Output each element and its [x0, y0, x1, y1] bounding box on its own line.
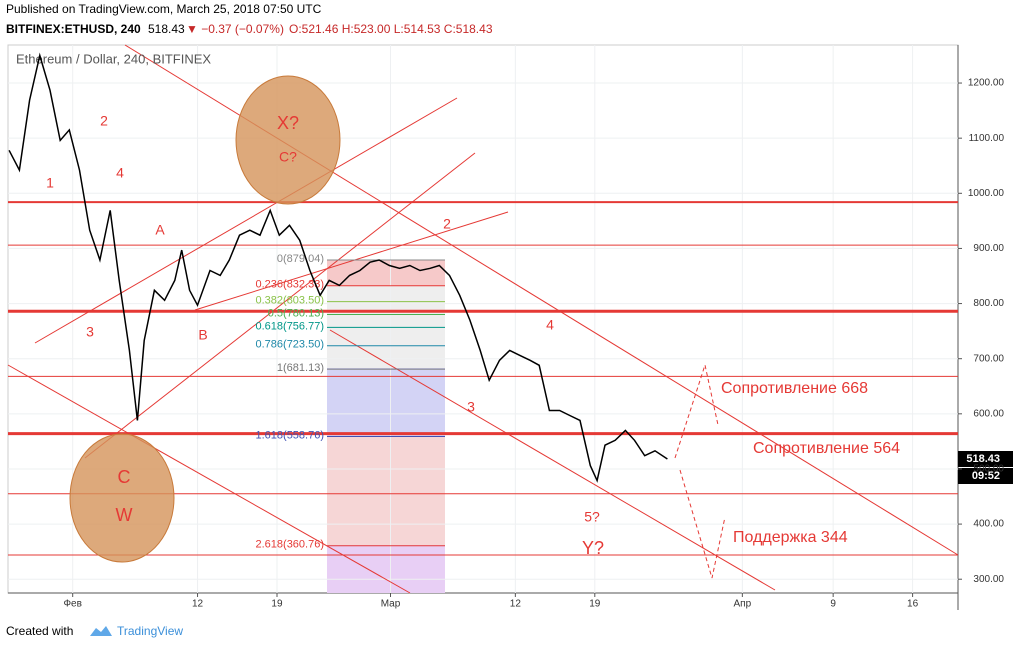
last: 518.43 [148, 22, 185, 36]
series [8, 52, 668, 483]
price-line [8, 52, 668, 483]
y-tick-label: 700.00 [973, 353, 1004, 364]
annotation: W [116, 505, 133, 525]
x-tick-label: Мар [381, 599, 401, 610]
x-tick-label: 9 [830, 599, 836, 610]
time-tag-value: 09:52 [972, 470, 1000, 482]
fib-label: 1(681.13) [277, 362, 324, 374]
annotation: 4 [116, 165, 124, 181]
x-tick-label: 12 [510, 599, 522, 610]
y-tick-label: 900.00 [973, 243, 1004, 254]
x-tick-label: 19 [271, 599, 283, 610]
x-tick-label: Фев [63, 599, 81, 610]
trend-line [194, 211, 509, 311]
circle [235, 75, 341, 205]
watermark: Ethereum / Dollar, 240, BITFINEX [16, 51, 211, 66]
y-tick-label: 1000.00 [968, 188, 1005, 199]
annotation: B [198, 327, 207, 343]
x-tick-label: Апр [734, 599, 752, 610]
annotation: A [155, 222, 165, 238]
published: Published on TradingView.com, March 25, … [6, 2, 322, 16]
fib-label: 0(879.04) [277, 253, 324, 265]
annotation: 5? [584, 509, 600, 525]
trend-line [84, 152, 476, 459]
circle [69, 433, 175, 563]
trend-line [7, 364, 411, 594]
fib-bands [327, 260, 445, 593]
y-tick-label: 500.00 [973, 464, 1004, 475]
fib-label: 2.618(360.76) [256, 539, 325, 551]
fib-label: 1.618(558.76) [256, 429, 325, 441]
symbol: BITFINEX:ETHUSD, 240 [6, 22, 141, 36]
ohlc: O:521.46 H:523.00 L:514.53 C:518.43 [289, 22, 493, 36]
created: Created with [6, 624, 73, 638]
annotation: C [118, 467, 131, 487]
annotation: 2 [443, 216, 451, 232]
level-label: Поддержка 344 [733, 529, 848, 546]
fib-band [327, 545, 445, 593]
annotation: 3 [467, 399, 475, 415]
trend-line [34, 97, 458, 344]
time-tag [958, 468, 1013, 484]
y-tick-label: 1100.00 [969, 133, 1005, 144]
annotation: C? [279, 149, 297, 165]
annotation: 2 [100, 113, 108, 129]
fib-label: 0.5(780.13) [268, 307, 324, 319]
fib-label: 0.786(723.50) [256, 339, 325, 351]
y-tick-label: 1200.00 [968, 78, 1005, 89]
logo [90, 626, 112, 636]
x-tick-label: 16 [907, 599, 919, 610]
fib-label: 0.236(832.33) [256, 279, 325, 291]
fib-levels: 0(879.04) 0.236(832.33) 0.382(803.50)0.5(7… [256, 253, 445, 551]
level-label: Сопротивление 564 [753, 440, 900, 457]
price-tag [958, 451, 1013, 467]
fib-label: 0.382(803.50) [256, 295, 325, 307]
annotation: 3 [86, 324, 94, 340]
level-label: Сопротивление 668 [721, 380, 868, 397]
levels [8, 201, 958, 556]
x-tick-label: 12 [192, 599, 204, 610]
annotation: Y? [582, 538, 604, 558]
change: ▼ −0.37 (−0.07%) [186, 22, 284, 36]
x-tick-label: 19 [589, 599, 601, 610]
annotation: 4 [546, 317, 554, 333]
projection [679, 469, 726, 579]
y-tick-label: 600.00 [973, 408, 1004, 419]
trend-line [329, 329, 776, 591]
fib-label: 0.618(756.77) [256, 320, 325, 332]
y-tick-label: 400.00 [973, 519, 1004, 530]
fib-band [327, 436, 445, 545]
fib-band [327, 368, 445, 436]
annotations: 2 1 4 3 A B X? C? C W 2 4 3 5? Y? Сопрот… [46, 113, 900, 558]
annotation: X? [277, 113, 299, 133]
annotation: 1 [46, 175, 54, 191]
price-tag-value: 518.43 [966, 453, 1000, 465]
brand[interactable]: TradingView [117, 624, 183, 638]
y-tick-label: 800.00 [973, 298, 1004, 309]
y-tick-label: 300.00 [973, 574, 1004, 585]
